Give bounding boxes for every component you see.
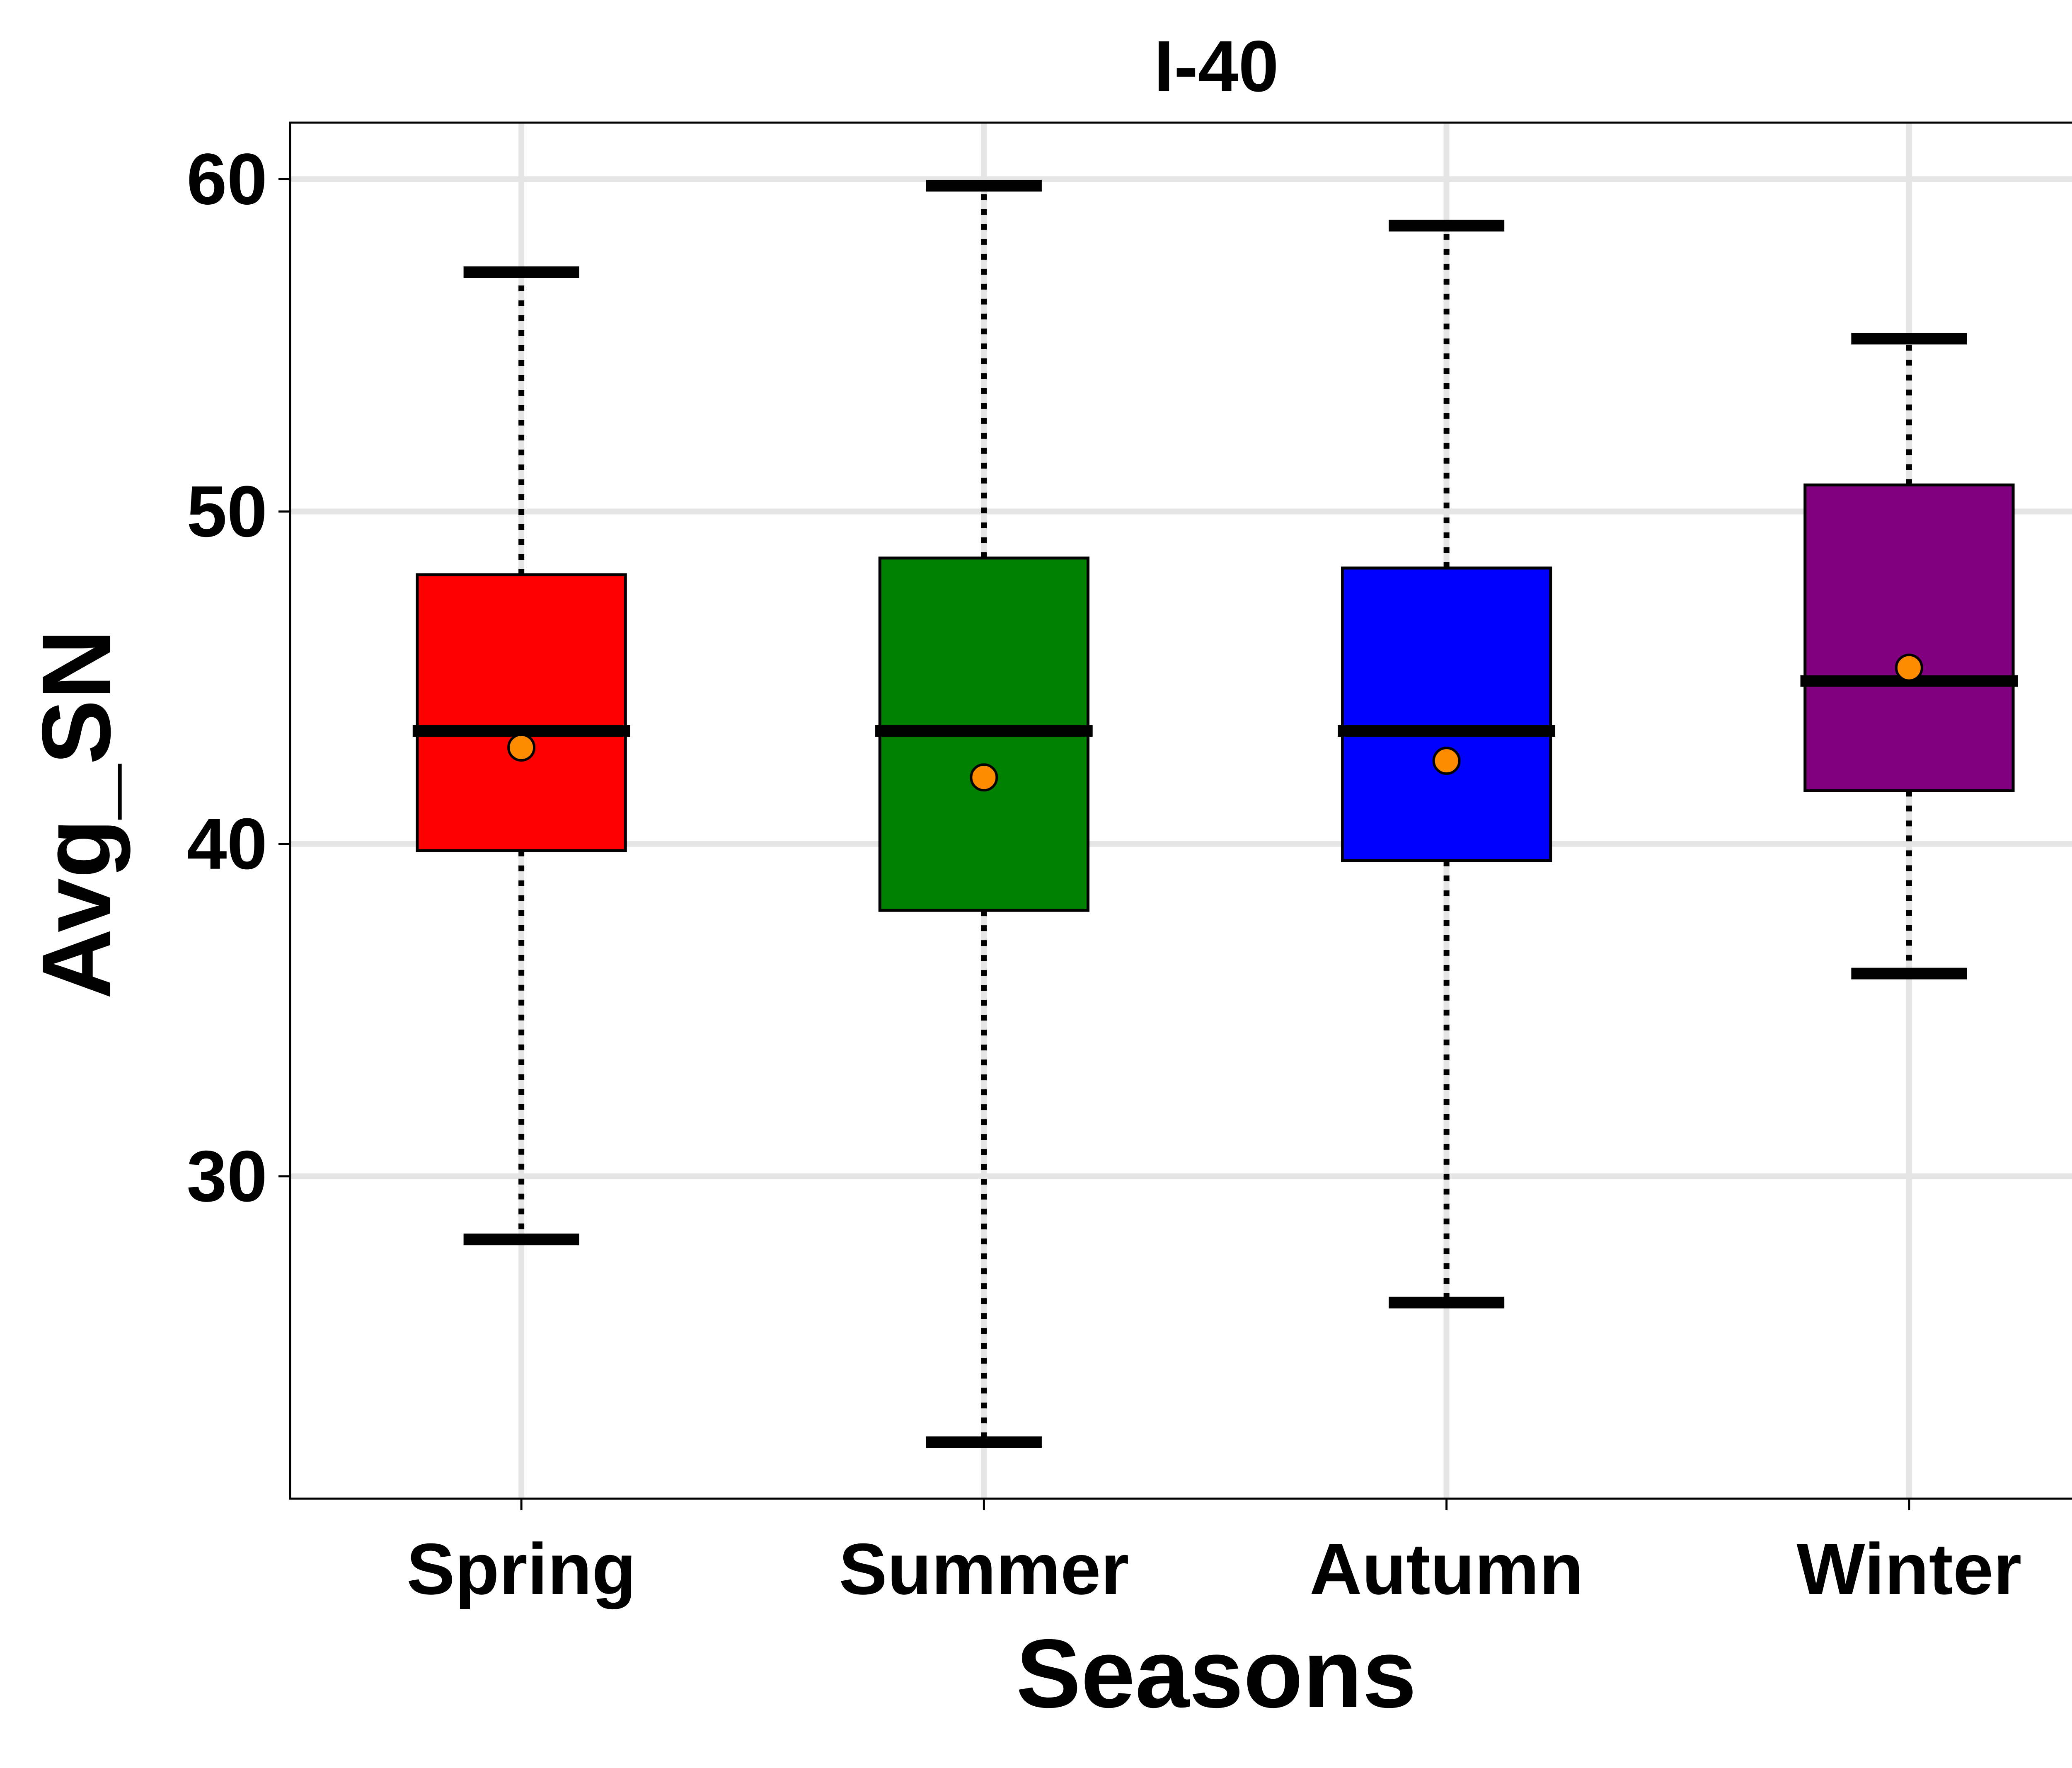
box-spring	[412, 266, 630, 1246]
box-body	[1341, 566, 1552, 862]
y-tick-label: 40	[186, 804, 267, 885]
mean-marker	[507, 733, 536, 762]
y-axis-label: Avg_SN	[22, 629, 131, 999]
x-tick-label: Winter	[1796, 1529, 2021, 1610]
box-summer	[875, 180, 1093, 1448]
mean-marker	[970, 763, 998, 792]
x-tick-label: Spring	[407, 1529, 636, 1610]
box-winter	[1800, 333, 2018, 980]
x-tick-label: Autumn	[1310, 1529, 1583, 1610]
box-body	[1803, 483, 2015, 792]
x-tick-label: Summer	[839, 1529, 1129, 1610]
x-axis-label: Seasons	[1016, 1619, 1417, 1728]
y-tick-label: 60	[186, 139, 267, 220]
plot-frame	[289, 121, 2072, 1500]
box-autumn	[1338, 220, 1555, 1308]
chart-title: I-40	[1154, 26, 1279, 107]
boxes-layer	[412, 180, 2018, 1448]
mean-marker	[1895, 653, 1923, 682]
x-axis-ticks: Spring Summer Autumn Winter	[407, 1499, 2021, 1610]
y-axis-ticks: 30 40 50 60	[186, 139, 290, 1217]
box-body	[416, 573, 627, 852]
mean-marker	[1432, 747, 1461, 775]
y-tick-label: 30	[186, 1136, 267, 1217]
y-tick-label: 50	[186, 472, 267, 552]
